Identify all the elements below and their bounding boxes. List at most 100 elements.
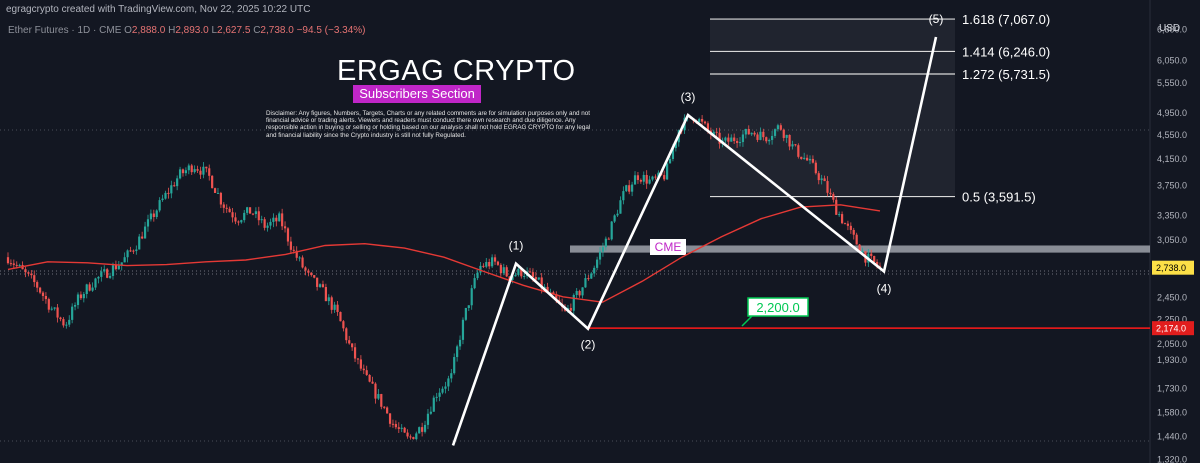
candle-body (724, 137, 727, 141)
candle-body (111, 265, 115, 276)
subscribers-badge: Subscribers Section (353, 85, 481, 103)
candle-body (76, 294, 80, 306)
candle-body (636, 175, 640, 180)
price-tick-label: 4,150.0 (1157, 154, 1187, 164)
candle-body (12, 263, 15, 265)
candle-body (199, 170, 202, 175)
currency-label[interactable]: USD (1159, 23, 1181, 34)
candle-body (744, 128, 747, 135)
price-tick-label: 5,550.0 (1157, 78, 1187, 88)
candle-body (44, 295, 48, 300)
fib-level-label: 1.618 (7,067.0) (962, 12, 1050, 27)
candle-body (388, 413, 392, 424)
candle-body (552, 292, 555, 294)
candle-body (313, 275, 316, 278)
candle-body (826, 181, 829, 193)
support-price-tag (1152, 321, 1194, 336)
candle-body (38, 287, 42, 293)
candle-body (698, 118, 701, 122)
candle-body (228, 208, 231, 213)
candle-body (295, 250, 298, 258)
candle-body (362, 368, 365, 371)
fib-level-label: 1.272 (5,731.5) (962, 67, 1050, 82)
candle-body (278, 213, 281, 222)
candle-body (730, 137, 733, 142)
candle-body (619, 200, 622, 214)
candle-body (400, 427, 403, 429)
candle-body (628, 185, 631, 192)
candle-body (251, 213, 255, 215)
disclaimer-text: Disclaimer: Any figures, Numbers, Target… (266, 110, 591, 139)
candle-body (770, 135, 774, 140)
candle-body (482, 265, 485, 267)
candle-body (843, 223, 847, 225)
candle-body (776, 125, 780, 130)
high-value: 2,893.0 (175, 25, 209, 36)
candle-body (62, 319, 65, 326)
candle-body (208, 168, 211, 176)
candle-body (108, 275, 112, 278)
candle-body (143, 226, 147, 239)
candle-body (528, 271, 532, 273)
candle-body (184, 170, 187, 174)
candle-body (803, 157, 806, 159)
candle-body (298, 257, 301, 259)
candle-body (88, 284, 91, 291)
candle-body (788, 134, 791, 147)
candle-body (243, 212, 246, 221)
candle-body (406, 432, 409, 437)
candle-body (858, 244, 861, 253)
candle-body (100, 271, 103, 277)
current-price-label: 2,738.0 (1156, 263, 1186, 273)
candle-body (380, 394, 383, 407)
candle-body (117, 265, 120, 270)
price-tick-label: 1,440.0 (1157, 432, 1187, 442)
candle-body (222, 204, 225, 208)
candle-body (6, 257, 10, 264)
price-tick-label: 3,350.0 (1157, 210, 1187, 220)
candle-body (840, 214, 844, 224)
price-tick-label: 6,800.0 (1157, 25, 1187, 35)
candle-body (138, 236, 141, 250)
candle-body (176, 178, 179, 187)
candle-body (473, 278, 476, 289)
candle-body (461, 319, 465, 340)
candle-body (596, 259, 599, 268)
candle-body (339, 311, 342, 322)
candle-body (701, 118, 704, 122)
candle-body (814, 162, 817, 174)
candle-body (193, 169, 196, 173)
cme-label: CME (655, 240, 682, 254)
candle-body (304, 267, 307, 271)
price-axis-panel (1150, 0, 1200, 463)
candle-body (438, 392, 441, 397)
candle-body (631, 184, 634, 192)
candle-body (68, 319, 71, 325)
candle-body (260, 219, 263, 221)
candle-body (738, 142, 742, 144)
candle-body (36, 282, 39, 288)
wave-label: (4) (877, 281, 892, 295)
price-tick-label: 1,730.0 (1157, 384, 1187, 394)
candle-body (823, 178, 826, 182)
candle-body (496, 261, 500, 265)
candle-body (167, 192, 170, 194)
candle-body (266, 225, 269, 228)
candle-body (735, 140, 739, 143)
candle-body (114, 265, 118, 270)
candle-body (543, 286, 546, 289)
candle-body (149, 213, 153, 220)
candle-body (668, 158, 672, 164)
candle-body (604, 238, 607, 248)
candle-body (741, 134, 745, 143)
candle-body (426, 413, 430, 425)
brand-title: ERGAG CRYPTO (337, 55, 576, 87)
candle-body (275, 217, 278, 222)
candle-body (71, 306, 74, 320)
price-tick-label: 2,250.0 (1157, 315, 1187, 325)
candle-body (409, 436, 412, 438)
candle-body (152, 213, 155, 217)
candle-body (514, 274, 517, 277)
candle-body (386, 407, 389, 414)
